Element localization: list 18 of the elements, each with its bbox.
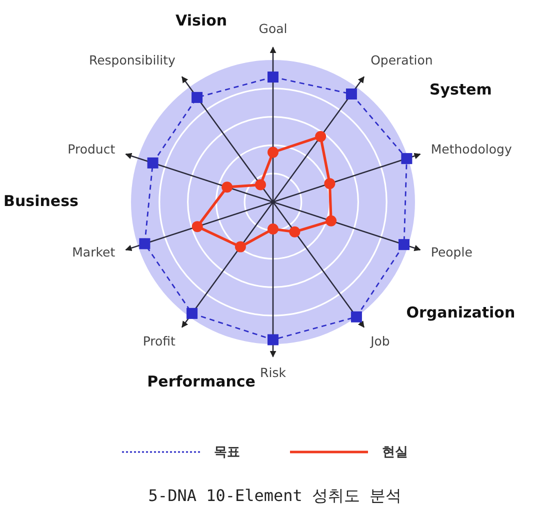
text: System (429, 80, 492, 98)
spoke-label: Risk (260, 365, 287, 380)
spoke-label: People (430, 244, 473, 260)
text: Organization (406, 304, 516, 322)
spoke-label: Methodology (430, 142, 512, 158)
text: 5-DNA 10-Element 성취도 분석 (148, 486, 402, 506)
text: Business (4, 192, 79, 210)
spoke-label: Product (68, 142, 116, 158)
spoke-label: Job (370, 334, 390, 349)
text: 목표 (214, 444, 240, 460)
text: Vision (176, 11, 228, 30)
spoke-label: Profit (142, 334, 176, 349)
spoke-label: Responsibility (88, 53, 176, 68)
text: 현실 (382, 444, 408, 460)
spoke-label: Market (72, 244, 116, 260)
spoke-label: Operation (370, 53, 433, 68)
spoke-label: Goal (258, 21, 288, 36)
text: Performance (147, 372, 256, 391)
